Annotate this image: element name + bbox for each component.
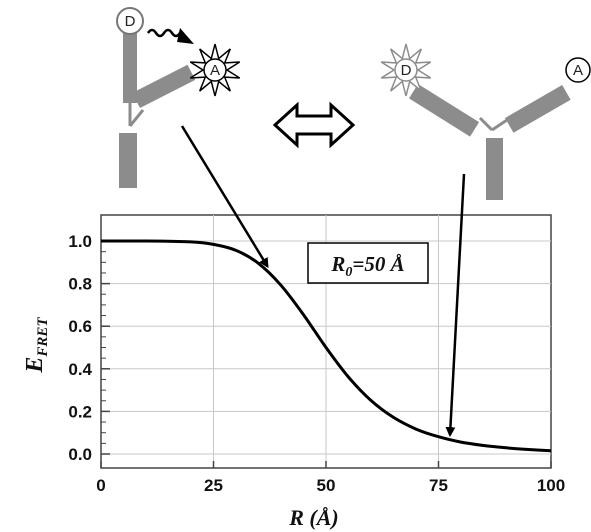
x-tick-label: 25 bbox=[204, 476, 223, 495]
y-tick-label: 0.2 bbox=[68, 402, 92, 421]
r0-label-rest: =50 Å bbox=[352, 252, 404, 276]
r0-annotation-text: R0=50 Å bbox=[330, 252, 404, 280]
left-donor-arm bbox=[123, 33, 137, 103]
r0-label-sub: 0 bbox=[345, 265, 352, 280]
left-pointer-arrow bbox=[180, 125, 269, 269]
right-molecule: D A bbox=[380, 43, 591, 200]
x-tick-label: 75 bbox=[429, 476, 448, 495]
right-acceptor-arm bbox=[504, 85, 571, 133]
left-linker-2 bbox=[128, 109, 145, 127]
y-tick-label: 0.6 bbox=[68, 317, 92, 336]
x-axis-label: R (Å) bbox=[288, 505, 339, 530]
right-linker-2 bbox=[491, 118, 508, 132]
left-molecule: D A bbox=[116, 7, 241, 188]
right-stem bbox=[486, 138, 503, 200]
right-donor-star bbox=[380, 43, 432, 97]
y-axis-label-sub: FRET bbox=[35, 317, 51, 358]
y-axis-label-main: E bbox=[22, 357, 48, 374]
x-ticks: 0 25 50 75 100 bbox=[96, 461, 565, 495]
grid-lines bbox=[101, 215, 551, 468]
x-tick-label: 100 bbox=[537, 476, 565, 495]
right-pointer-arrow bbox=[445, 173, 466, 438]
y-tick-label: 0.0 bbox=[68, 445, 92, 464]
r0-annotation-box bbox=[307, 242, 429, 284]
y-ticks: 0.0 0.2 0.4 0.6 0.8 1.0 bbox=[68, 232, 110, 464]
right-donor-arm bbox=[408, 83, 480, 137]
plot-area: 0 25 50 75 100 0.0 0.2 0.4 0.6 0.8 1.0 bbox=[68, 214, 565, 495]
left-acceptor-star bbox=[189, 43, 241, 97]
left-donor-circle bbox=[116, 7, 144, 35]
y-tick-label: 1.0 bbox=[68, 232, 92, 251]
y-axis-label: EFRET bbox=[22, 317, 51, 374]
x-tick-label: 0 bbox=[96, 476, 105, 495]
x-axis-label-main: R bbox=[288, 505, 304, 530]
right-acceptor-letter: A bbox=[573, 62, 583, 79]
y-tick-label: 0.4 bbox=[68, 360, 92, 379]
right-linker bbox=[478, 116, 494, 132]
left-stem bbox=[119, 133, 137, 188]
left-donor-letter: D bbox=[125, 13, 136, 30]
x-axis-label-unit: (Å) bbox=[309, 505, 338, 530]
left-acceptor-arm bbox=[132, 64, 196, 108]
left-acceptor-letter: A bbox=[210, 62, 220, 79]
efret-curve bbox=[100, 239, 552, 453]
right-donor-letter: D bbox=[401, 62, 412, 79]
equilibrium-arrow bbox=[272, 101, 356, 149]
left-wavy-arrowhead bbox=[177, 28, 194, 44]
r0-label-main: R bbox=[330, 252, 345, 276]
r0-annotation: R0=50 Å bbox=[307, 242, 429, 284]
x-tick-label: 50 bbox=[317, 476, 336, 495]
left-wavy-arrow bbox=[146, 28, 187, 40]
y-tick-label: 0.8 bbox=[68, 275, 92, 294]
right-acceptor-circle bbox=[565, 57, 591, 83]
